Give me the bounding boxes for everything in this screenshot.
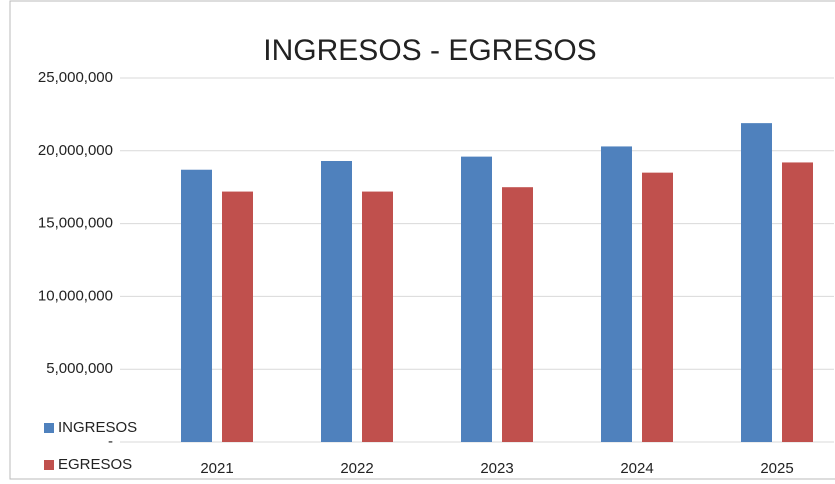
bar [222,191,253,442]
x-tick-label: 2022 [340,460,373,477]
y-tick-label: 25,000,000 [38,69,113,86]
y-tick-label: 10,000,000 [38,287,113,304]
chart-frame [9,0,835,480]
bar [321,160,352,442]
legend-swatch [44,423,54,433]
bar [601,146,632,442]
bar [782,162,813,442]
legend-swatch [44,460,54,470]
bar [502,187,533,442]
chart-title: INGRESOS - EGRESOS [263,34,596,67]
y-tick-label: 15,000,000 [38,215,113,232]
y-tick-label: 5,000,000 [46,360,113,377]
x-tick-label: 2021 [200,460,233,477]
y-tick-label: 20,000,000 [38,142,113,159]
x-tick-label: 2024 [620,460,653,477]
legend-label: INGRESOS [58,419,137,436]
bar [362,191,393,442]
y-tick-label: - [108,433,113,450]
bar [461,156,492,442]
bar [741,123,772,443]
legend-label: EGRESOS [58,456,132,473]
bar [181,169,212,442]
bar [642,172,673,442]
x-tick-label: 2025 [760,460,793,477]
x-tick-label: 2023 [480,460,513,477]
